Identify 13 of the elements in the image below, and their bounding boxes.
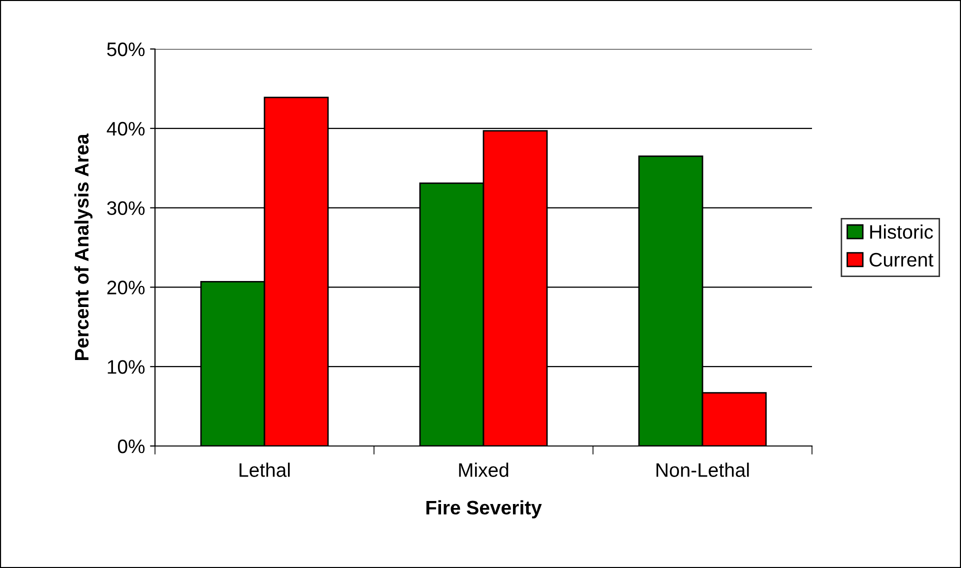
x-axis-title: Fire Severity	[426, 500, 542, 518]
legend-label: Current	[870, 252, 934, 267]
x-tick-label: Non-Lethal	[656, 462, 749, 477]
x-tick-label: Lethal	[240, 462, 290, 477]
legend-label: Historic	[870, 224, 933, 239]
y-axis-title: Percent of Analysis Area	[74, 134, 92, 360]
y-tick-label: 20%	[107, 280, 145, 294]
x-tick-label: Mixed	[459, 462, 508, 477]
y-tick-label: 50%	[107, 42, 145, 56]
y-tick-label: 0%	[118, 439, 145, 454]
y-tick-label: 40%	[106, 122, 145, 136]
y-tick-label: 10%	[108, 360, 145, 374]
y-tick-label: 30%	[107, 201, 145, 216]
